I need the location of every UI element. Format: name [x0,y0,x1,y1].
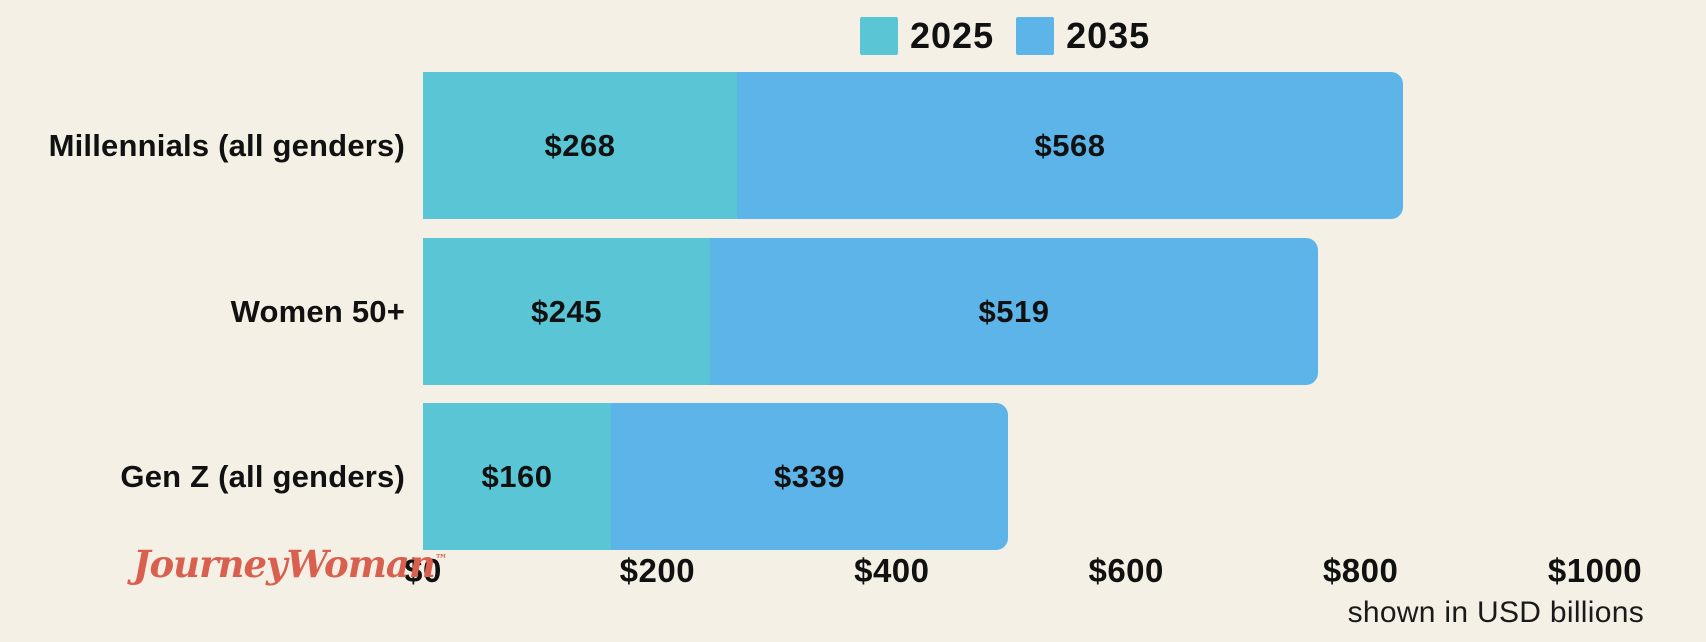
bar-segment-2025: $268 [423,72,737,219]
legend-item-2025: 2025 [860,17,994,55]
stacked-bar: $268 $568 [423,72,1403,219]
axis-tick-label: $0 [404,552,442,589]
logo-text: JourneyWoman [133,542,436,586]
axis-tick-label: $1000 [1547,552,1643,589]
bar-value-label: $268 [544,127,616,163]
category-label: Women 50+ [230,293,405,329]
legend-item-2035: 2035 [1016,17,1150,55]
axis-tick-label: $600 [1088,552,1164,589]
units-note: shown in USD billions [1347,596,1644,629]
axis-tick-label: $400 [854,552,930,589]
stacked-bar: $160 $339 [423,403,1008,550]
stacked-bar: $245 $519 [423,238,1318,385]
trademark-symbol: ™ [434,552,448,568]
category-label: Millennials (all genders) [48,127,405,163]
bar-value-label: $568 [1034,127,1106,163]
bar-segment-2035: $339 [611,403,1008,550]
bar-segment-2025: $245 [423,238,710,385]
journeywoman-logo: JourneyWoman™ [133,542,448,586]
bar-value-label: $245 [531,293,602,329]
bar-segment-2035: $519 [710,238,1318,385]
bar-segment-2025: $160 [423,403,611,550]
legend: 2025 2035 [860,17,1150,55]
legend-swatch-2025 [860,17,898,55]
legend-label: 2035 [1066,15,1151,56]
bar-segment-2035: $568 [737,72,1403,219]
bar-value-label: $519 [978,293,1050,329]
axis-tick-label: $200 [619,552,696,589]
legend-label: 2025 [910,15,995,56]
bar-value-label: $339 [774,458,845,494]
category-label: Gen Z (all genders) [120,458,405,494]
axis-tick-label: $800 [1322,552,1399,589]
legend-swatch-2035 [1016,17,1055,55]
bar-value-label: $160 [481,458,553,494]
